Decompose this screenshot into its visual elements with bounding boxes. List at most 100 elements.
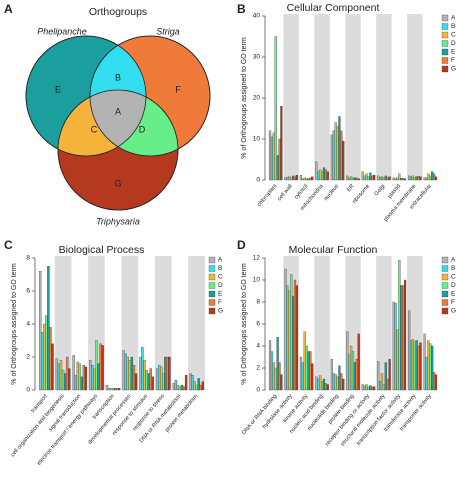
bar	[351, 177, 355, 181]
bar	[293, 279, 297, 391]
legend-label: C	[451, 32, 456, 39]
bar	[301, 362, 304, 391]
bar	[195, 384, 198, 391]
legend-label: B	[451, 23, 455, 30]
bar	[425, 356, 428, 391]
chart-title: Orthogroups	[89, 6, 147, 18]
bar	[409, 340, 413, 391]
x-tick-label: ER	[346, 183, 356, 193]
bar	[286, 285, 289, 391]
bar	[315, 161, 318, 181]
bar	[303, 177, 306, 181]
x-tick-label: Golgi	[374, 183, 387, 197]
legend-swatch	[208, 265, 216, 272]
legend-swatch	[441, 307, 449, 315]
region-label: B	[115, 72, 121, 82]
bar	[288, 290, 291, 391]
bar	[293, 176, 297, 181]
legend-swatch	[441, 40, 449, 47]
bar	[379, 381, 382, 391]
band-shade	[154, 256, 172, 390]
bar	[122, 350, 125, 391]
legend-label: B	[218, 265, 222, 272]
bar	[398, 260, 401, 391]
bar	[68, 368, 71, 391]
y-tick-label: 12	[253, 255, 261, 262]
bar	[384, 175, 387, 181]
band-shade	[345, 14, 361, 180]
region-label: A	[115, 106, 121, 116]
bar	[59, 360, 63, 391]
bar	[286, 176, 289, 181]
bar	[295, 174, 298, 181]
bar	[319, 169, 322, 181]
bar	[353, 362, 356, 391]
bar	[157, 365, 161, 391]
bar	[429, 343, 432, 391]
bar	[284, 268, 287, 391]
bar	[76, 361, 79, 391]
legend-swatch	[441, 282, 449, 289]
band-shade	[283, 14, 299, 180]
bar	[317, 378, 320, 391]
legend-label: C	[218, 274, 223, 281]
chart-title: Molecular Function	[289, 244, 378, 256]
bar	[398, 173, 401, 181]
bar	[270, 136, 274, 181]
y-tick-label: 0	[26, 387, 30, 394]
bar	[415, 176, 418, 181]
bar	[128, 360, 132, 391]
y-tick-label: 0	[256, 387, 260, 394]
set-label: Triphysaria	[96, 216, 140, 226]
bar	[402, 285, 405, 391]
bar	[143, 360, 146, 391]
bar	[427, 173, 430, 181]
bar	[317, 171, 320, 181]
region-label: E	[55, 84, 61, 94]
bar	[49, 327, 52, 391]
bar	[80, 376, 83, 391]
y-tick-label: 10	[253, 277, 261, 284]
bar	[78, 363, 81, 391]
bar	[419, 342, 422, 391]
bar	[384, 362, 387, 391]
bar	[392, 301, 395, 391]
legend-label: F	[451, 299, 455, 306]
bar	[41, 332, 44, 391]
bar	[338, 365, 341, 391]
bar	[176, 384, 180, 391]
bar	[134, 373, 138, 391]
bar	[91, 365, 94, 391]
bar	[118, 388, 121, 391]
legend-swatch	[441, 23, 449, 30]
bar	[189, 373, 192, 391]
panel-label: B	[237, 2, 246, 16]
bar	[182, 386, 186, 391]
legend-label: G	[451, 308, 456, 315]
bar	[429, 175, 432, 181]
set-outline	[89, 35, 211, 157]
legend-swatch	[441, 273, 449, 281]
legend-swatch	[441, 31, 449, 39]
bar	[145, 370, 148, 391]
legend-label: E	[451, 291, 456, 298]
bar	[61, 370, 65, 391]
bar	[284, 177, 287, 181]
panel-label: D	[237, 238, 246, 252]
set-label: Striga	[156, 26, 180, 36]
bar	[373, 174, 376, 181]
bar	[268, 340, 272, 391]
bar	[168, 356, 171, 391]
region-label: F	[175, 84, 181, 94]
bar	[319, 375, 322, 391]
bar	[402, 178, 405, 181]
bar	[272, 362, 275, 391]
bar	[101, 345, 104, 391]
bar	[151, 376, 154, 391]
bar	[139, 356, 142, 391]
bar	[423, 333, 426, 391]
bar	[201, 381, 204, 391]
bar	[322, 167, 326, 181]
bar	[166, 356, 169, 391]
bar	[357, 333, 360, 391]
